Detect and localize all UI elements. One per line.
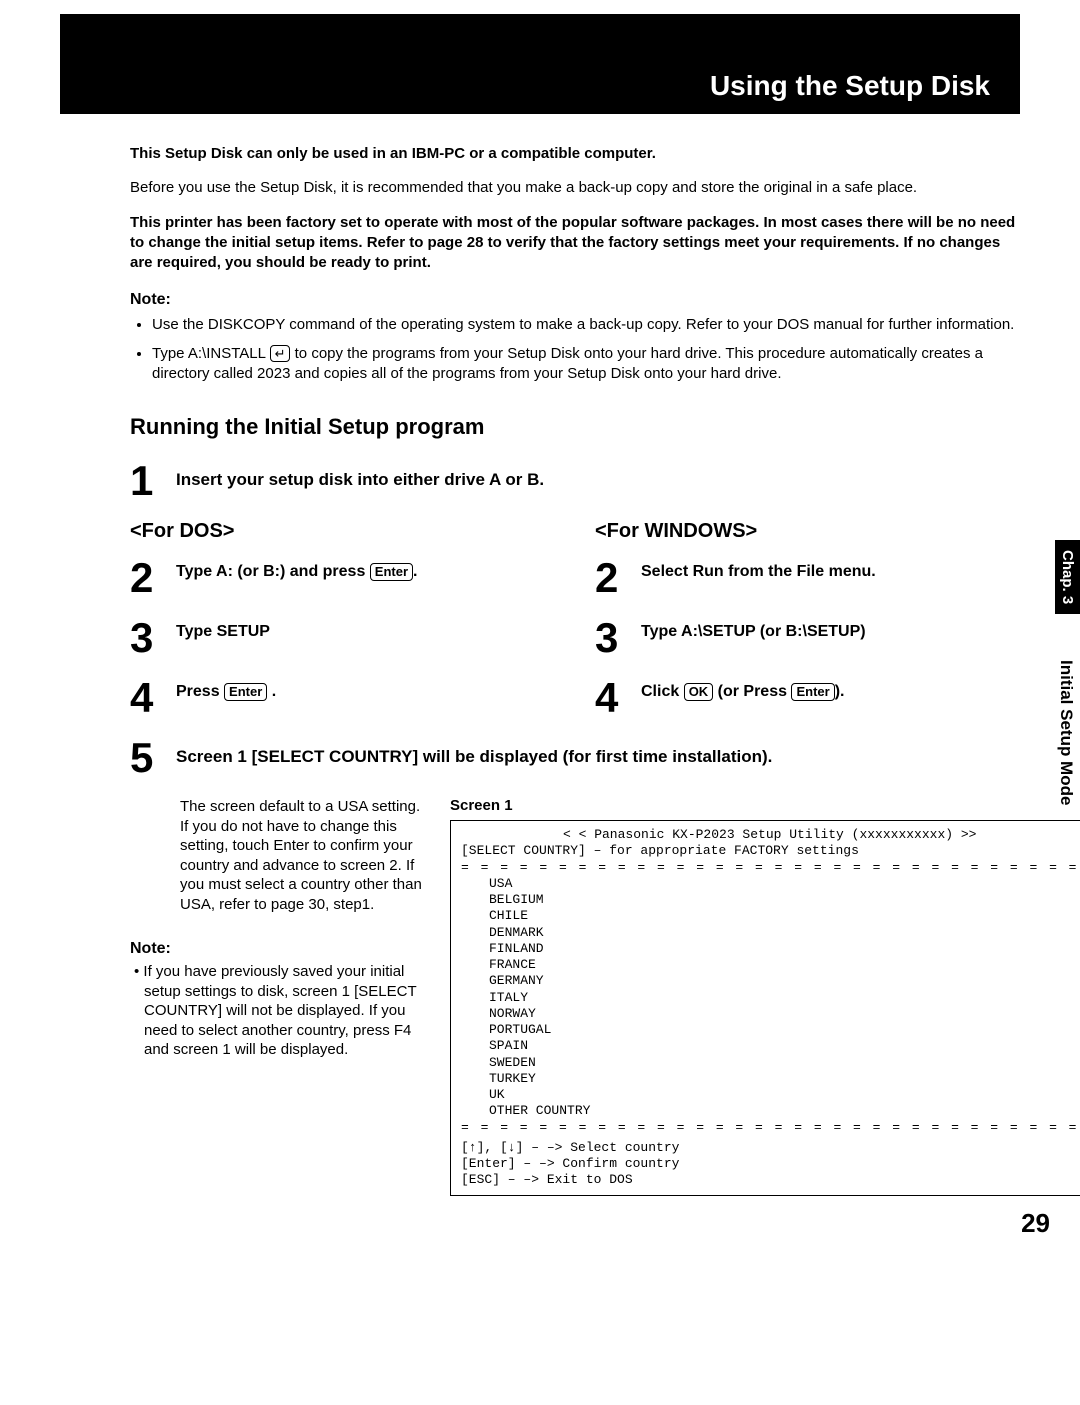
screen1-hint: [Enter] – –> Confirm country bbox=[461, 1156, 1078, 1172]
intro-p3: This printer has been factory set to ope… bbox=[130, 213, 1020, 274]
ok-key: OK bbox=[684, 683, 714, 701]
intro-p1: This Setup Disk can only be used in an I… bbox=[130, 144, 1020, 164]
list-item: BELGIUM bbox=[489, 892, 1078, 908]
note-label: Note: bbox=[130, 291, 1020, 309]
step-5-note: • If you have previously saved your init… bbox=[130, 962, 430, 1060]
chapter-tab: Chap. 3 bbox=[1055, 540, 1080, 614]
list-item: USA bbox=[489, 876, 1078, 892]
screen1-divider-bottom: = = = = = = = = = = = = = = = = = = = = … bbox=[461, 1120, 1078, 1136]
page-number: 29 bbox=[130, 1208, 1050, 1239]
dos-column: <For DOS> 2 Type A: (or B:) and press En… bbox=[130, 520, 555, 737]
screen1-divider-top: = = = = = = = = = = = = = = = = = = = = … bbox=[461, 860, 1078, 876]
screen1-title: < < Panasonic KX-P2023 Setup Utility (xx… bbox=[461, 827, 1078, 843]
list-item: CHILE bbox=[489, 908, 1078, 924]
list-item: SPAIN bbox=[489, 1038, 1078, 1054]
step-5-title: Screen 1 [SELECT COUNTRY] will be displa… bbox=[176, 737, 1020, 767]
dos-step-4: 4 Press Enter . bbox=[130, 677, 555, 719]
win-step-3: 3 Type A:\SETUP (or B:\SETUP) bbox=[595, 617, 1020, 659]
screen1-hint: [ESC] – –> Exit to DOS bbox=[461, 1172, 1078, 1188]
step-5-note-label: Note: bbox=[130, 940, 430, 958]
dos-head: <For DOS> bbox=[130, 520, 555, 543]
enter-key: Enter bbox=[370, 563, 413, 581]
note-item-1: Use the DISKCOPY command of the operatin… bbox=[152, 315, 1020, 335]
list-item: UK bbox=[489, 1087, 1078, 1103]
screen1-label: Screen 1 bbox=[450, 797, 1080, 814]
step-5-desc: The screen default to a USA setting. If … bbox=[180, 797, 430, 914]
win-step-2: 2 Select Run from the File menu. bbox=[595, 557, 1020, 599]
list-item: TURKEY bbox=[489, 1071, 1078, 1087]
screen1-countries: USA BELGIUM CHILE DENMARK FINLAND FRANCE… bbox=[461, 876, 1078, 1120]
enter-key-icon: ↵ bbox=[270, 345, 291, 363]
list-item: NORWAY bbox=[489, 1006, 1078, 1022]
list-item: OTHER COUNTRY bbox=[489, 1103, 1078, 1119]
list-item: ITALY bbox=[489, 990, 1078, 1006]
screen1-box: < < Panasonic KX-P2023 Setup Utility (xx… bbox=[450, 820, 1080, 1196]
windows-column: <For WINDOWS> 2 Select Run from the File… bbox=[595, 520, 1020, 737]
step-num-1: 1 bbox=[130, 460, 176, 502]
screen1-subtitle: [SELECT COUNTRY] – for appropriate FACTO… bbox=[461, 843, 1078, 859]
header-bar: Using the Setup Disk bbox=[60, 14, 1020, 114]
section-title: Running the Initial Setup program bbox=[130, 414, 1020, 440]
screen1-hint: [↑], [↓] – –> Select country bbox=[461, 1140, 1078, 1156]
list-item: FINLAND bbox=[489, 941, 1078, 957]
header-title: Using the Setup Disk bbox=[710, 70, 990, 102]
list-item: DENMARK bbox=[489, 925, 1078, 941]
note-list: Use the DISKCOPY command of the operatin… bbox=[130, 315, 1020, 384]
win-step-4: 4 Click OK (or Press Enter). bbox=[595, 677, 1020, 719]
win-head: <For WINDOWS> bbox=[595, 520, 1020, 543]
list-item: GERMANY bbox=[489, 973, 1078, 989]
step-1-text: Insert your setup disk into either drive… bbox=[176, 460, 1020, 490]
step-5: 5 Screen 1 [SELECT COUNTRY] will be disp… bbox=[130, 737, 1020, 779]
note-item-2: Type A:\INSTALL ↵ to copy the programs f… bbox=[152, 344, 1020, 385]
list-item: SWEDEN bbox=[489, 1055, 1078, 1071]
dos-step-2: 2 Type A: (or B:) and press Enter. bbox=[130, 557, 555, 599]
dos-step-3: 3 Type SETUP bbox=[130, 617, 555, 659]
enter-key: Enter bbox=[791, 683, 834, 701]
list-item: PORTUGAL bbox=[489, 1022, 1078, 1038]
intro-p2: Before you use the Setup Disk, it is rec… bbox=[130, 178, 1020, 198]
step-1: 1 Insert your setup disk into either dri… bbox=[130, 460, 1020, 502]
enter-key: Enter bbox=[224, 683, 267, 701]
list-item: FRANCE bbox=[489, 957, 1078, 973]
side-label: Initial Setup Mode bbox=[1056, 660, 1076, 805]
